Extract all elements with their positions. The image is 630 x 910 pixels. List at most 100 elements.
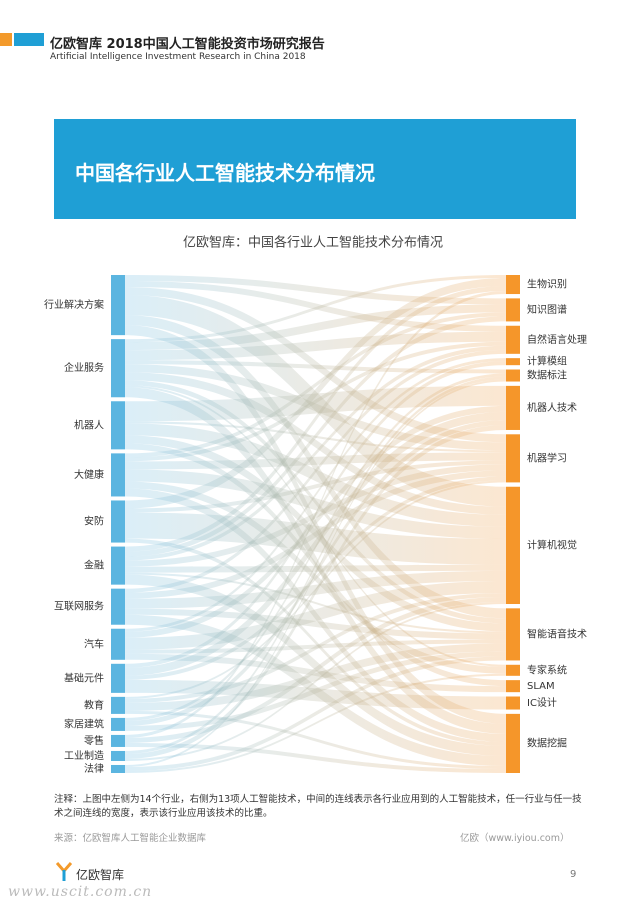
- link: [125, 572, 506, 634]
- link: [125, 281, 506, 332]
- link: [125, 405, 506, 638]
- link: [125, 679, 506, 710]
- link: [125, 312, 506, 458]
- link: [125, 275, 506, 343]
- target-node: [506, 358, 520, 366]
- accent-blue: [14, 33, 44, 46]
- target-node: [506, 486, 520, 605]
- link: [125, 643, 506, 711]
- link: [125, 601, 506, 761]
- link: [125, 316, 506, 557]
- source-node: [111, 500, 125, 543]
- link: [125, 608, 506, 640]
- link: [125, 358, 506, 632]
- link: [125, 278, 506, 509]
- target-label: 数据挖掘: [527, 736, 567, 749]
- source-label: 汽车: [84, 637, 104, 650]
- source-node: [111, 588, 125, 625]
- source-node: [111, 628, 125, 660]
- link: [125, 538, 506, 746]
- link: [125, 469, 506, 539]
- source-label: 工业制造: [64, 749, 104, 762]
- target-label: 计算模组: [527, 355, 567, 368]
- target-label: 生物识别: [527, 278, 567, 291]
- source-label: 基础元件: [64, 671, 104, 684]
- link: [125, 651, 506, 731]
- target-label: 计算机视觉: [527, 538, 577, 551]
- credit: 亿欧（www.iyiou.com）: [460, 833, 570, 844]
- link: [125, 387, 506, 734]
- source-node: [111, 696, 125, 714]
- source-label: 教育: [84, 698, 104, 711]
- source: 来源：亿欧智库人工智能企业数据库: [54, 833, 207, 844]
- target-node: [506, 385, 520, 430]
- source-label: 机器人: [74, 418, 104, 431]
- link: [125, 275, 506, 305]
- source-label: 零售: [84, 734, 104, 747]
- link: [125, 423, 506, 527]
- target-node: [506, 434, 520, 483]
- source-node: [111, 546, 125, 585]
- source-label: 法律: [84, 762, 104, 775]
- source-label: 互联网服务: [54, 600, 104, 613]
- link: [125, 742, 506, 773]
- target-node: [506, 298, 520, 322]
- link: [125, 373, 506, 721]
- target-label: 知识图谱: [527, 303, 567, 316]
- source-node: [111, 750, 125, 761]
- link: [125, 341, 506, 462]
- link: [125, 710, 506, 769]
- link: [125, 349, 506, 593]
- footer-brand: 亿欧智库: [76, 868, 125, 882]
- source-label: 家居建筑: [64, 717, 104, 730]
- link: [125, 512, 506, 565]
- link: [125, 476, 506, 680]
- target-label: 智能语音技术: [527, 627, 587, 640]
- link: [125, 372, 506, 515]
- target-label: 专家系统: [527, 663, 567, 676]
- source-label: 金融: [84, 559, 104, 572]
- banner: [54, 119, 576, 219]
- source-node: [111, 663, 125, 693]
- note: 注释：上图中左侧为14个行业，右侧为13项人工智能技术，中间的连线表示各行业应用…: [54, 794, 582, 819]
- target-label: 机器人技术: [527, 401, 577, 414]
- source-node: [111, 717, 125, 731]
- source-node: [111, 275, 125, 336]
- link: [125, 656, 506, 771]
- chart: 亿欧智库：中国各行业人工智能技术分布情况 行业解决方案企业服务机器人大健康安防金…: [44, 235, 587, 775]
- source-label: 企业服务: [64, 361, 104, 374]
- link: [125, 315, 506, 619]
- target-label: 数据标注: [527, 369, 567, 382]
- link: [125, 673, 506, 773]
- link: [125, 460, 506, 513]
- link: [125, 287, 506, 443]
- link: [125, 411, 506, 676]
- source-label: 行业解决方案: [44, 298, 104, 311]
- link: [125, 574, 506, 756]
- banner-title: 中国各行业人工智能技术分布情况: [75, 161, 375, 185]
- target-node: [506, 369, 520, 382]
- source-node: [111, 339, 125, 398]
- target-node: [506, 275, 520, 295]
- link: [125, 345, 506, 561]
- source-node: [111, 453, 125, 497]
- header-title: 亿欧智库 2018中国人工智能投资市场研究报告: [50, 37, 325, 52]
- header-subtitle: Artificial Intelligence Investment Resea…: [50, 52, 306, 62]
- logo-icon: [56, 862, 72, 881]
- target-label: 机器学习: [527, 451, 567, 464]
- link: [125, 376, 506, 754]
- link: [125, 424, 506, 759]
- source-node: [111, 764, 125, 773]
- target-node: [506, 713, 520, 773]
- page-number: 9: [570, 869, 577, 880]
- target-node: [506, 608, 520, 661]
- link: [125, 291, 506, 738]
- target-label: SLAM: [527, 681, 555, 692]
- accent-orange: [0, 33, 12, 46]
- target-label: 自然语言处理: [527, 333, 587, 346]
- link: [125, 379, 506, 767]
- source-label: 大健康: [74, 468, 104, 481]
- link: [125, 596, 506, 743]
- target-label: IC设计: [527, 696, 557, 709]
- target-node: [506, 680, 520, 693]
